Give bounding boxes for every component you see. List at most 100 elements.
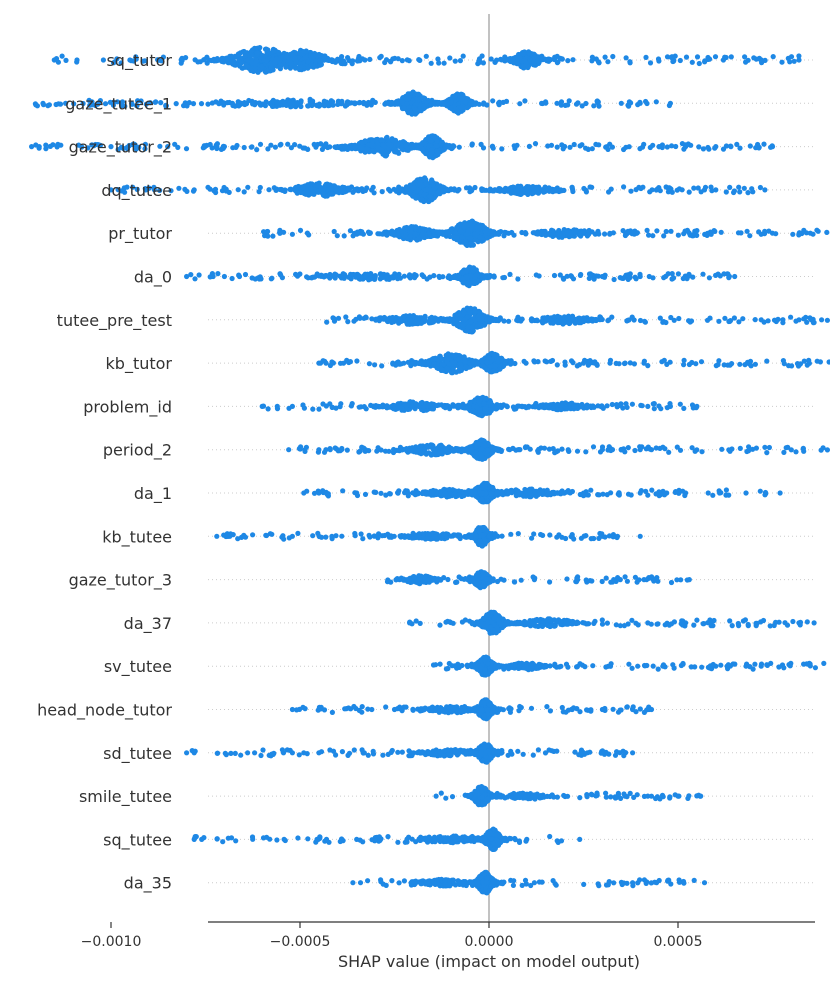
shap-point bbox=[277, 142, 283, 148]
shap-point bbox=[245, 184, 251, 190]
shap-point bbox=[522, 58, 528, 64]
shap-point bbox=[769, 144, 776, 150]
shap-point bbox=[501, 188, 507, 194]
shap-point bbox=[382, 153, 388, 159]
shap-point bbox=[435, 150, 441, 156]
shap-point bbox=[459, 96, 465, 102]
shap-point bbox=[610, 53, 616, 60]
shap-point bbox=[352, 101, 358, 107]
shap-point bbox=[824, 229, 830, 235]
shap-point bbox=[545, 231, 551, 237]
shap-point bbox=[341, 233, 347, 239]
shap-point bbox=[216, 101, 222, 107]
shap-point bbox=[727, 184, 733, 190]
shap-point bbox=[328, 98, 334, 104]
shap-point bbox=[775, 316, 781, 322]
shap-point bbox=[623, 55, 629, 61]
shap-point bbox=[559, 142, 565, 148]
shap-point bbox=[704, 317, 711, 323]
shap-point bbox=[289, 231, 295, 237]
shap-point bbox=[684, 227, 691, 233]
shap-point bbox=[369, 187, 375, 193]
shap-point bbox=[397, 275, 403, 281]
shap-point bbox=[331, 228, 337, 235]
shap-point bbox=[745, 190, 751, 196]
shap-point bbox=[631, 361, 638, 367]
shap-point bbox=[762, 187, 768, 193]
shap-point bbox=[815, 228, 821, 234]
shap-point bbox=[675, 271, 682, 277]
shap-point bbox=[331, 58, 337, 64]
shap-point bbox=[657, 315, 663, 321]
shap-point bbox=[386, 186, 392, 192]
shap-point bbox=[346, 57, 352, 64]
shap-point bbox=[254, 50, 260, 56]
shap-point bbox=[192, 57, 198, 63]
shap-point bbox=[472, 308, 478, 314]
shap-point bbox=[478, 141, 484, 147]
shap-point bbox=[488, 56, 494, 62]
shap-point bbox=[683, 54, 690, 60]
shap-point bbox=[100, 57, 106, 63]
feature-row-da_0 bbox=[184, 264, 738, 289]
shap-point bbox=[305, 59, 311, 65]
shap-point bbox=[276, 49, 282, 56]
shap-point bbox=[536, 273, 542, 279]
shap-point bbox=[182, 100, 188, 106]
shap-point bbox=[114, 99, 120, 105]
shap-point bbox=[476, 224, 482, 230]
shap-point bbox=[248, 52, 254, 58]
shap-point bbox=[676, 186, 683, 192]
shap-point bbox=[270, 233, 276, 239]
shap-point bbox=[588, 272, 594, 279]
shap-point bbox=[340, 360, 347, 366]
shap-point bbox=[460, 269, 466, 276]
shap-point bbox=[221, 273, 227, 280]
shap-point bbox=[669, 143, 675, 149]
shap-point bbox=[548, 358, 554, 364]
shap-point bbox=[694, 54, 701, 60]
shap-point bbox=[741, 185, 747, 191]
shap-point bbox=[304, 230, 310, 236]
shap-point bbox=[300, 145, 306, 151]
shap-point bbox=[680, 275, 686, 282]
shap-point bbox=[399, 58, 405, 64]
shap-point bbox=[490, 188, 496, 194]
shap-point bbox=[690, 232, 696, 238]
feature-row-tutee_pre_test bbox=[324, 305, 830, 335]
feature-row-gaze_tutee_1 bbox=[32, 89, 674, 117]
shap-point bbox=[410, 360, 416, 366]
shap-point bbox=[554, 232, 560, 238]
shap-point bbox=[435, 56, 441, 62]
shap-point bbox=[221, 144, 227, 150]
shap-point bbox=[706, 275, 713, 281]
shap-point bbox=[412, 107, 419, 113]
shap-point bbox=[484, 273, 490, 280]
shap-point bbox=[366, 361, 372, 367]
shap-point bbox=[526, 50, 532, 56]
shap-point bbox=[698, 359, 705, 365]
shap-point bbox=[534, 318, 541, 324]
shap-point bbox=[620, 275, 626, 281]
shap-point bbox=[794, 361, 801, 367]
shap-point bbox=[233, 53, 239, 60]
shap-point bbox=[354, 358, 360, 364]
shap-point bbox=[383, 316, 389, 322]
shap-point bbox=[472, 318, 478, 324]
shap-point bbox=[367, 276, 373, 282]
shap-point bbox=[583, 187, 589, 193]
shap-point bbox=[460, 276, 466, 282]
shap-point bbox=[742, 362, 748, 368]
shap-point bbox=[444, 229, 450, 236]
shap-point bbox=[824, 317, 830, 323]
shap-point bbox=[625, 317, 631, 323]
shap-point bbox=[512, 145, 518, 151]
shap-point bbox=[417, 179, 423, 185]
shap-point bbox=[509, 229, 515, 236]
shap-point bbox=[380, 142, 386, 148]
shap-point bbox=[110, 102, 116, 108]
shap-point bbox=[641, 141, 647, 147]
shap-point bbox=[51, 57, 57, 63]
shap-point bbox=[363, 146, 369, 152]
